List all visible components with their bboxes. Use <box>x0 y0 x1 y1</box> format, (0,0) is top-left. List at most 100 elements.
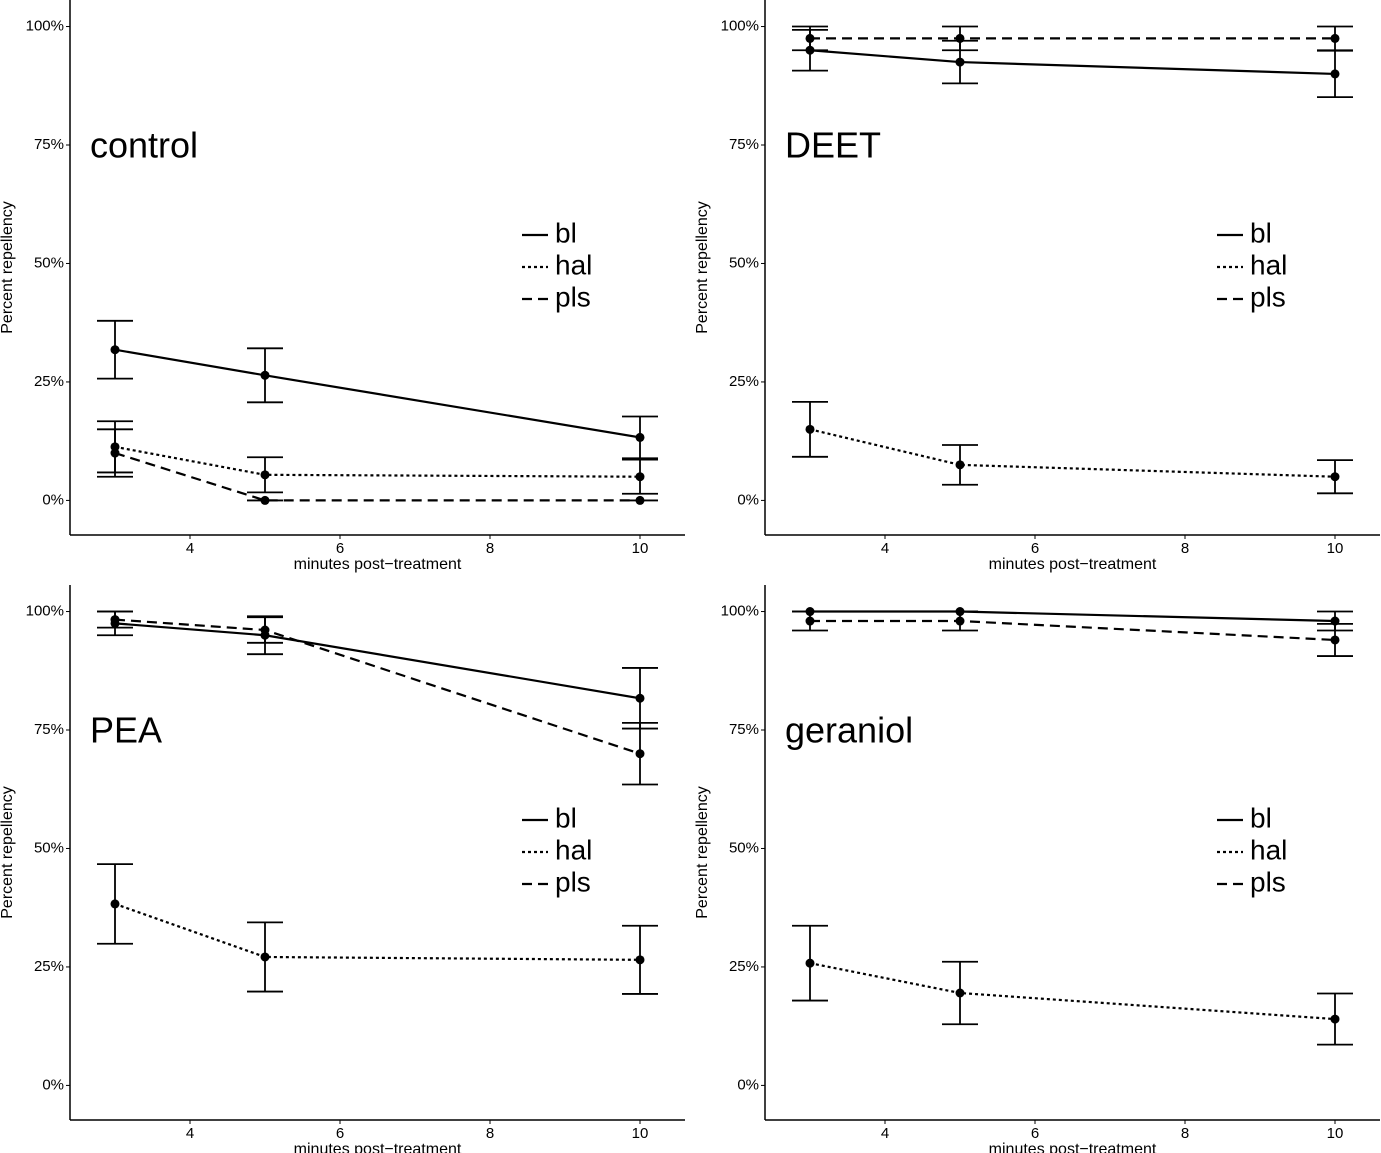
data-point <box>1330 472 1340 482</box>
data-point <box>955 460 965 470</box>
y-tick-label: 75% <box>729 136 759 153</box>
y-tick-label: 75% <box>729 721 759 738</box>
x-tick-label: 4 <box>186 540 194 557</box>
x-tick-label: 6 <box>336 1125 344 1142</box>
data-point <box>805 616 815 626</box>
data-point <box>955 988 965 998</box>
y-tick-label: 75% <box>34 136 64 153</box>
y-tick-label: 75% <box>34 721 64 738</box>
y-tick-label: 50% <box>34 839 64 856</box>
y-tick-label: 100% <box>26 18 64 35</box>
data-point <box>260 495 270 505</box>
data-point <box>805 424 815 434</box>
data-point <box>110 615 120 625</box>
x-tick-label: 10 <box>1327 540 1344 557</box>
data-point <box>635 955 645 965</box>
y-tick-label: 100% <box>721 603 759 620</box>
x-axis-label: minutes post−treatment <box>989 1141 1157 1153</box>
x-tick-label: 6 <box>1031 1125 1039 1142</box>
data-point <box>955 616 965 626</box>
x-axis-label: minutes post−treatment <box>294 1141 462 1153</box>
data-point <box>1330 69 1340 79</box>
y-axis-label: Percent repellency <box>0 786 16 919</box>
x-axis-label: minutes post−treatment <box>989 556 1157 573</box>
legend-label: hal <box>555 834 592 865</box>
x-tick-label: 4 <box>881 540 889 557</box>
data-point <box>260 952 270 962</box>
data-point <box>955 33 965 43</box>
data-point <box>260 370 270 380</box>
panel-title: DEET <box>785 125 881 166</box>
panel-title: control <box>90 125 198 166</box>
legend-label: pls <box>555 281 591 312</box>
series-line <box>809 962 1336 1021</box>
x-axis-label: minutes post−treatment <box>294 556 462 573</box>
series-line <box>809 428 1336 478</box>
legend-label: pls <box>1250 866 1286 897</box>
y-tick-label: 25% <box>34 373 64 390</box>
data-point <box>635 749 645 759</box>
y-axis-label: Percent repellency <box>0 201 16 334</box>
x-tick-label: 4 <box>881 1125 889 1142</box>
data-point <box>260 470 270 480</box>
data-point <box>635 472 645 482</box>
data-point <box>260 625 270 635</box>
series-line <box>114 451 640 502</box>
y-tick-label: 50% <box>34 254 64 271</box>
legend-label: bl <box>555 802 577 833</box>
x-tick-label: 10 <box>1327 1125 1344 1142</box>
y-tick-label: 25% <box>729 958 759 975</box>
x-tick-label: 8 <box>486 1125 494 1142</box>
data-point <box>635 432 645 442</box>
series-line <box>114 902 641 961</box>
legend-label: bl <box>1250 802 1272 833</box>
legend-label: pls <box>1250 281 1286 312</box>
y-axis-label: Percent repellency <box>694 786 711 919</box>
x-tick-label: 8 <box>1181 540 1189 557</box>
x-tick-label: 8 <box>486 540 494 557</box>
x-tick-label: 6 <box>1031 540 1039 557</box>
legend-label: hal <box>555 249 592 280</box>
series-line <box>114 445 641 478</box>
y-tick-label: 100% <box>721 18 759 35</box>
x-tick-label: 6 <box>336 540 344 557</box>
series-line <box>114 622 641 700</box>
legend-label: bl <box>555 217 577 248</box>
panel-title: geraniol <box>785 710 913 751</box>
y-tick-label: 50% <box>729 839 759 856</box>
y-tick-label: 100% <box>26 603 64 620</box>
y-tick-label: 25% <box>34 958 64 975</box>
legend-label: pls <box>555 866 591 897</box>
y-tick-label: 0% <box>737 491 759 508</box>
x-tick-label: 10 <box>632 1125 649 1142</box>
y-axis-label: Percent repellency <box>694 201 711 334</box>
y-tick-label: 0% <box>737 1076 759 1093</box>
data-point <box>955 57 965 67</box>
data-point <box>1330 635 1340 645</box>
series-line <box>114 348 641 439</box>
series-line <box>810 619 1336 642</box>
x-tick-label: 4 <box>186 1125 194 1142</box>
legend-label: bl <box>1250 217 1272 248</box>
panel: 0% 25% 50% 75% 100% 4 6 8 10 minutes post−treatme… <box>0 585 685 1153</box>
series-line <box>810 610 1336 623</box>
data-point <box>635 495 645 505</box>
legend-label: hal <box>1250 834 1287 865</box>
legend-label: hal <box>1250 249 1287 280</box>
data-point <box>110 345 120 355</box>
data-point <box>635 693 645 703</box>
panel: 0% 25% 50% 75% 100% 4 6 8 10 minutes post−treatme… <box>0 0 685 573</box>
y-tick-label: 50% <box>729 254 759 271</box>
data-point <box>805 33 815 43</box>
x-tick-label: 8 <box>1181 1125 1189 1142</box>
y-tick-label: 25% <box>729 373 759 390</box>
series-line <box>114 618 641 755</box>
panel: 0% 25% 50% 75% 100% 4 6 8 10 minutes post−treatme… <box>694 0 1380 573</box>
x-tick-label: 10 <box>632 540 649 557</box>
panel: 0% 25% 50% 75% 100% 4 6 8 10 minutes post−treatme… <box>694 585 1380 1153</box>
data-point <box>1330 1014 1340 1024</box>
panel-title: PEA <box>90 710 162 751</box>
data-point <box>110 899 120 909</box>
